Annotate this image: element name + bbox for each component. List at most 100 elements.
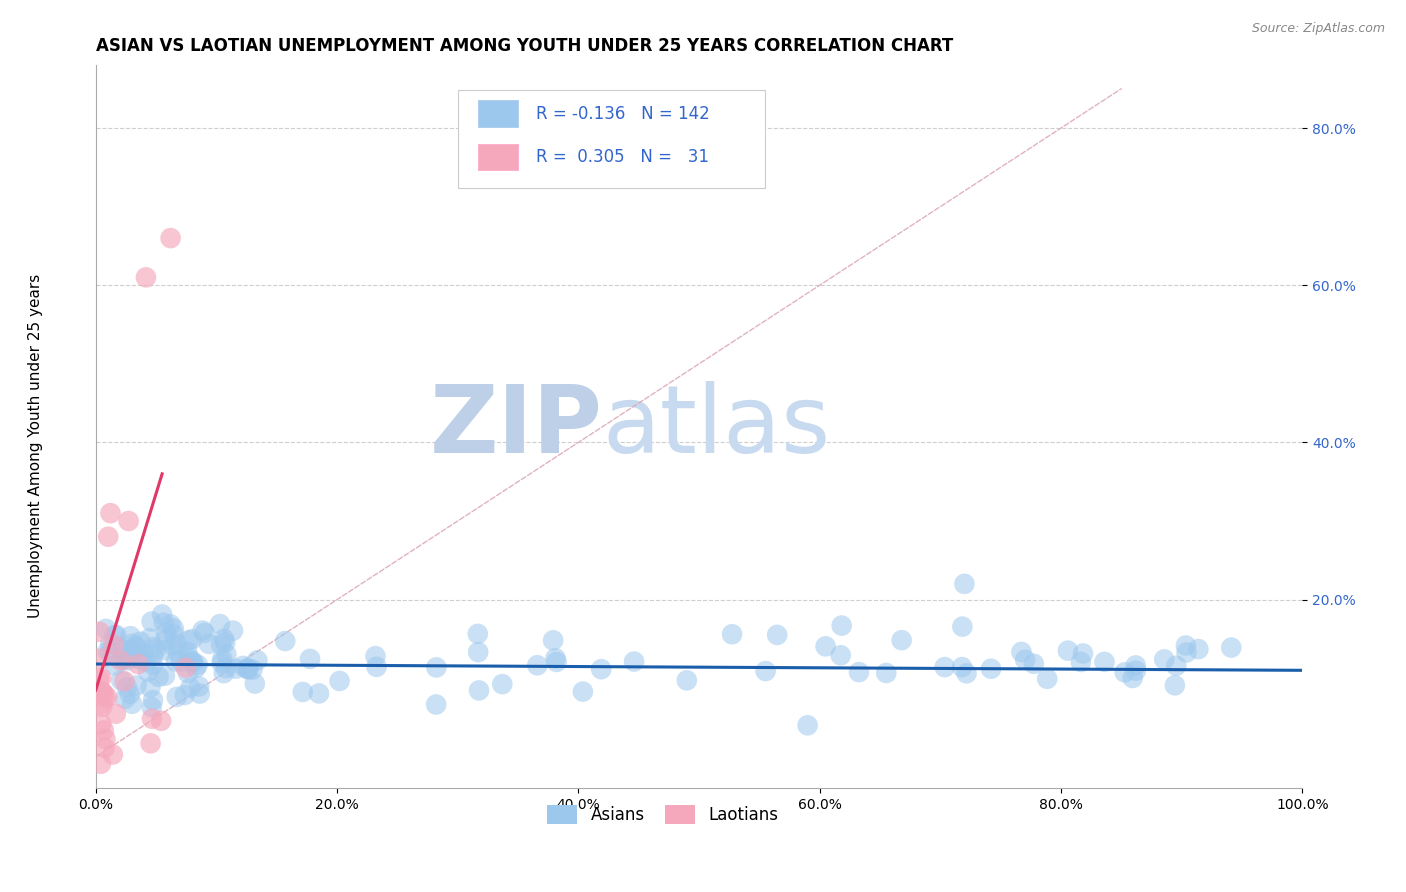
- Point: [94, 732, 117, 747]
- Point: [187, 657, 209, 672]
- Point: [121, 637, 143, 651]
- Point: [89, 697, 111, 711]
- Point: [222, 624, 245, 638]
- Point: [215, 648, 238, 662]
- Point: [242, 663, 264, 677]
- Point: [212, 632, 235, 646]
- Point: [544, 651, 567, 665]
- Point: [675, 673, 697, 688]
- Point: [90, 651, 112, 665]
- Point: [163, 627, 186, 641]
- Text: R =  0.305   N =   31: R = 0.305 N = 31: [536, 148, 709, 166]
- Point: [181, 654, 204, 668]
- Point: [166, 637, 188, 651]
- Point: [91, 699, 114, 714]
- Point: [830, 648, 852, 663]
- Point: [1153, 652, 1175, 666]
- Point: [831, 618, 853, 632]
- Point: [105, 628, 128, 642]
- Point: [467, 627, 489, 641]
- Point: [115, 681, 138, 695]
- Point: [1187, 642, 1209, 657]
- Point: [950, 660, 973, 674]
- Point: [934, 660, 956, 674]
- Point: [110, 654, 132, 668]
- Point: [104, 658, 127, 673]
- Point: [209, 638, 232, 652]
- Point: [153, 633, 176, 648]
- Point: [90, 683, 112, 698]
- Point: [467, 645, 489, 659]
- Point: [366, 660, 388, 674]
- Point: [117, 653, 139, 667]
- Point: [165, 655, 187, 669]
- Point: [93, 687, 115, 701]
- Point: [1057, 643, 1080, 657]
- Point: [215, 661, 238, 675]
- Point: [142, 648, 165, 662]
- Point: [491, 677, 513, 691]
- Point: [211, 652, 233, 666]
- Point: [87, 672, 110, 686]
- Point: [177, 651, 200, 665]
- Point: [132, 647, 155, 661]
- Point: [1122, 671, 1144, 685]
- Point: [1014, 653, 1036, 667]
- Point: [572, 684, 595, 698]
- Point: [246, 653, 269, 667]
- Point: [141, 615, 163, 629]
- Point: [167, 646, 190, 660]
- Point: [117, 514, 139, 528]
- Point: [112, 653, 135, 667]
- Point: [91, 685, 114, 699]
- Point: [103, 637, 125, 651]
- Point: [308, 686, 330, 700]
- Point: [125, 679, 148, 693]
- Point: [541, 633, 564, 648]
- Point: [155, 625, 177, 640]
- Point: [127, 652, 149, 666]
- Point: [1164, 678, 1187, 692]
- Point: [94, 622, 117, 636]
- Point: [142, 658, 165, 673]
- Point: [181, 632, 204, 647]
- Point: [98, 646, 121, 660]
- Point: [526, 658, 548, 673]
- Point: [1094, 655, 1116, 669]
- Point: [153, 669, 176, 683]
- Point: [212, 666, 235, 681]
- Point: [117, 650, 139, 665]
- Point: [755, 664, 778, 678]
- Point: [184, 661, 207, 675]
- Point: [1166, 658, 1188, 673]
- Point: [1071, 647, 1094, 661]
- Point: [96, 644, 118, 658]
- FancyBboxPatch shape: [478, 101, 517, 127]
- Point: [236, 662, 259, 676]
- Point: [139, 681, 162, 695]
- Point: [93, 723, 115, 738]
- Point: [1022, 657, 1045, 671]
- Point: [110, 673, 132, 688]
- Point: [1125, 664, 1147, 678]
- Point: [141, 712, 163, 726]
- Point: [546, 655, 568, 669]
- Point: [114, 646, 136, 660]
- Point: [238, 662, 260, 676]
- Point: [194, 625, 217, 640]
- Point: [173, 688, 195, 702]
- Point: [299, 652, 322, 666]
- Point: [136, 665, 159, 679]
- Point: [796, 718, 818, 732]
- Point: [138, 631, 160, 645]
- Point: [166, 690, 188, 704]
- FancyBboxPatch shape: [458, 90, 765, 188]
- Point: [875, 665, 897, 680]
- Point: [155, 643, 177, 657]
- Point: [848, 665, 870, 680]
- Point: [152, 615, 174, 630]
- Point: [425, 698, 447, 712]
- Point: [188, 680, 211, 694]
- Point: [150, 714, 173, 728]
- Text: Source: ZipAtlas.com: Source: ZipAtlas.com: [1251, 22, 1385, 36]
